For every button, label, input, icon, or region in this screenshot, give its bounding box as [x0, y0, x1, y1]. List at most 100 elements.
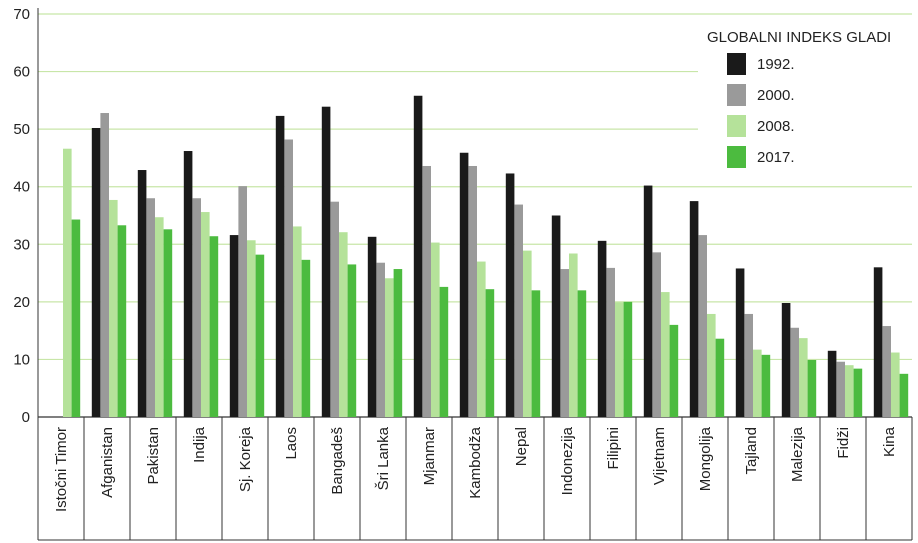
bar — [183, 151, 193, 417]
bar — [689, 201, 699, 417]
bar — [109, 199, 118, 417]
bar — [698, 235, 707, 417]
bar — [376, 262, 385, 417]
category-label: Pakistan — [145, 427, 162, 485]
bar — [155, 217, 164, 417]
bar — [413, 95, 423, 417]
bar — [321, 106, 331, 417]
bar — [799, 338, 808, 417]
bar — [597, 240, 607, 417]
bar — [606, 267, 615, 417]
bar — [882, 326, 891, 417]
bar — [468, 165, 477, 417]
bar — [505, 173, 515, 417]
category-label: Šri Lanka — [375, 426, 392, 490]
bar — [761, 354, 771, 417]
bar — [477, 261, 486, 417]
category-label: Istočni Timor — [53, 427, 70, 512]
category-label: Kina — [881, 426, 898, 457]
bar — [347, 264, 357, 417]
y-tick-label: 60 — [13, 64, 30, 81]
bar — [807, 360, 817, 417]
bar — [137, 170, 147, 417]
bar — [71, 219, 81, 417]
category-label: Nepal — [513, 427, 530, 466]
bar — [293, 226, 302, 417]
bar — [531, 290, 541, 417]
bar — [735, 268, 745, 417]
bar — [201, 212, 210, 417]
bar — [551, 215, 561, 417]
bar — [643, 185, 653, 417]
bar — [891, 352, 900, 417]
category-label: Laos — [283, 427, 300, 460]
bar — [569, 253, 578, 417]
category-label: Fidži — [835, 427, 852, 459]
bar — [163, 229, 173, 417]
bar — [669, 324, 679, 417]
bar — [790, 327, 799, 417]
bar — [301, 259, 311, 417]
bar — [652, 252, 661, 417]
category-label: Kambodža — [467, 426, 484, 498]
bar — [827, 350, 837, 417]
bar — [853, 368, 863, 417]
y-tick-label: 10 — [13, 351, 30, 368]
category-label: Bangadeš — [329, 427, 346, 495]
legend-swatch — [727, 146, 746, 168]
category-label: Indonezija — [559, 426, 576, 495]
bar — [485, 289, 495, 417]
bar — [439, 286, 449, 417]
bar — [385, 278, 394, 417]
bar — [873, 267, 883, 417]
bar — [459, 152, 469, 418]
y-tick-label: 50 — [13, 121, 30, 138]
bar — [275, 115, 285, 417]
category-label: Tajland — [743, 427, 760, 475]
legend-swatch — [727, 84, 746, 106]
bar — [247, 240, 256, 417]
legend-title: GLOBALNI INDEKS GLADI — [707, 29, 891, 46]
y-tick-label: 0 — [22, 409, 30, 426]
y-tick-label: 70 — [13, 6, 30, 23]
bar — [330, 201, 339, 417]
bar — [367, 236, 377, 417]
bar — [715, 338, 725, 417]
category-label: Filipini — [605, 427, 622, 470]
bar — [744, 313, 753, 417]
bar — [339, 232, 348, 417]
bar — [91, 127, 101, 418]
category-label: Vijetnam — [651, 427, 668, 485]
bar — [836, 361, 845, 417]
bar — [707, 313, 716, 417]
bar — [615, 302, 624, 417]
legend-label: 2017. — [757, 149, 795, 166]
legend-label: 2008. — [757, 118, 795, 135]
bar — [209, 236, 219, 417]
category-label: Sj. Koreja — [237, 426, 254, 492]
bar — [422, 165, 431, 417]
bar — [523, 250, 532, 417]
category-label: Indija — [191, 426, 208, 463]
bar — [192, 198, 201, 417]
bar — [100, 113, 109, 417]
legend-swatch — [727, 53, 746, 75]
bar — [431, 242, 440, 417]
bar — [514, 204, 523, 417]
legend-label: 1992. — [757, 56, 795, 73]
category-label: Malezija — [789, 426, 806, 482]
y-tick-label: 30 — [13, 236, 30, 253]
bar — [560, 269, 569, 417]
y-tick-label: 20 — [13, 294, 30, 311]
bar — [781, 303, 791, 417]
category-label: Mongolija — [697, 426, 714, 491]
bar — [255, 254, 265, 417]
bar — [63, 148, 72, 417]
bar — [899, 373, 909, 417]
bar — [117, 225, 127, 417]
y-tick-label: 40 — [13, 179, 30, 196]
bar — [577, 290, 587, 417]
bar — [661, 292, 670, 417]
bar — [623, 301, 633, 417]
